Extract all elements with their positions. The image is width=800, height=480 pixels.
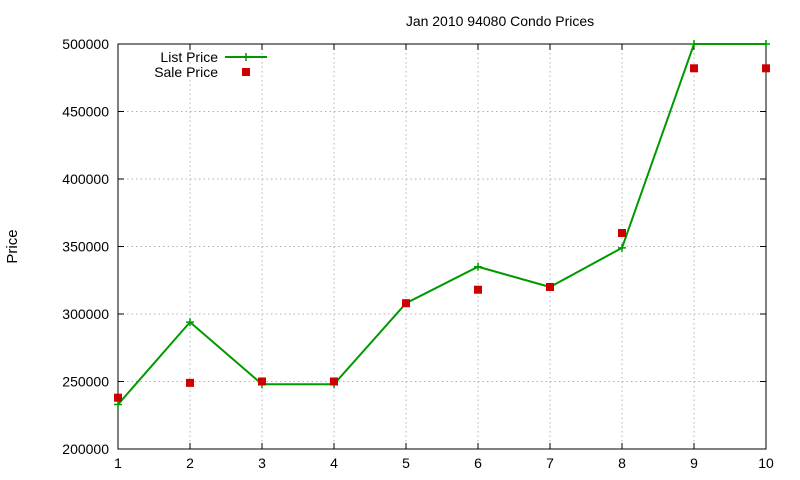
sale-price-point <box>690 64 698 73</box>
series-list-price <box>114 40 770 409</box>
list-price-point <box>186 318 194 327</box>
sale-price-point <box>114 393 122 402</box>
sale-price-point <box>186 378 194 387</box>
x-tick-label: 2 <box>186 455 194 471</box>
y-tick-label: 250000 <box>62 374 109 390</box>
y-tick-label: 350000 <box>62 239 109 255</box>
sale-price-point <box>762 64 770 73</box>
series <box>114 40 770 409</box>
sale-price-point <box>546 283 554 291</box>
y-tick-label: 450000 <box>62 104 109 120</box>
legend-label: List Price <box>160 49 218 65</box>
legend-label: Sale Price <box>154 64 218 80</box>
chart-title: Jan 2010 94080 Condo Prices <box>406 13 594 29</box>
sale-price-point <box>618 229 626 237</box>
y-tick-label: 500000 <box>62 36 109 52</box>
axis-ticks: 1 2 3 4 5 6 7 8 9 10 200000 250000 300000 350000 40000… <box>62 36 774 471</box>
legend-marker-sale-price <box>242 68 250 76</box>
y-axis-label: Price <box>4 229 21 263</box>
x-tick-label: 1 <box>114 455 122 471</box>
list-price-point <box>690 40 698 48</box>
x-tick-label: 5 <box>402 455 410 471</box>
y-tick-label: 400000 <box>62 171 109 187</box>
x-tick-label: 10 <box>758 455 774 471</box>
grid <box>118 44 766 449</box>
list-price-point <box>618 243 626 252</box>
sale-price-point <box>402 299 410 308</box>
list-price-line <box>117 43 766 406</box>
x-tick-label: 6 <box>474 455 482 471</box>
y-tick-label: 200000 <box>62 441 109 457</box>
sale-price-point <box>474 285 482 294</box>
x-tick-label: 3 <box>258 455 266 471</box>
series-sale-price <box>114 64 770 402</box>
sale-price-point <box>330 377 338 386</box>
x-tick-label: 4 <box>330 455 338 471</box>
legend-marker-list-price <box>242 53 250 61</box>
x-tick-label: 8 <box>618 455 626 471</box>
list-price-point <box>474 262 482 271</box>
x-tick-label: 7 <box>546 455 554 471</box>
list-price-point <box>762 40 770 48</box>
y-tick-label: 300000 <box>62 306 109 322</box>
list-price-point <box>114 400 122 409</box>
sale-price-point <box>258 377 266 386</box>
x-tick-label: 9 <box>690 455 698 471</box>
